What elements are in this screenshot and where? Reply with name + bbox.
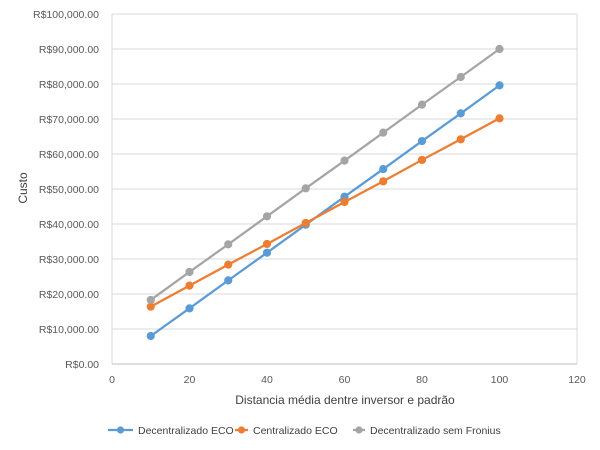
series-0-point-8 — [456, 109, 465, 118]
series-2-point-6 — [379, 128, 388, 137]
y-tick-label-6: R$60,000.00 — [39, 149, 99, 161]
x-tick-label-0: 0 — [109, 374, 115, 386]
series-2-point-0 — [146, 295, 155, 305]
series-2-point-1 — [185, 267, 194, 277]
legend-marker-1 — [237, 426, 246, 434]
y-tick-label-9: R$90,000.00 — [39, 44, 99, 56]
x-axis-title: Distancia média dentre inversor e padrão — [235, 393, 455, 407]
y-tick-label-4: R$40,000.00 — [39, 219, 99, 231]
series-2-point-4 — [301, 184, 310, 193]
x-tick-label-3: 60 — [339, 374, 351, 386]
series-0-point-2 — [224, 276, 233, 285]
y-tick-labels: R$0.00 R$10,000.00 R$20,000.00 R$30,000.00 R… — [33, 9, 99, 371]
x-tick-label-1: 20 — [184, 374, 196, 386]
series-2-point-5 — [340, 156, 349, 165]
y-axis-title: Custo — [16, 172, 30, 204]
y-tick-label-8: R$80,000.00 — [39, 79, 99, 91]
series-line-0 — [149, 84, 501, 338]
legend-label-2: Decentralizado sem Fronius — [370, 425, 501, 437]
series-1-point-4 — [301, 218, 310, 228]
series-1-point-0 — [146, 302, 155, 311]
series-line-1 — [149, 117, 501, 308]
legend: Decentralizado ECO Centralizado ECO Decent… — [108, 425, 501, 437]
series-1-point-7 — [417, 155, 427, 165]
gridlines — [112, 13, 577, 330]
series-1-point-8 — [456, 135, 465, 144]
legend-label-0: Decentralizado ECO — [138, 425, 234, 437]
axes — [111, 14, 578, 365]
series-0-point-0 — [146, 331, 155, 341]
y-tick-label-5: R$50,000.00 — [39, 184, 99, 196]
x-tick-label-5: 100 — [491, 374, 509, 386]
series-1-point-6 — [379, 177, 388, 186]
series-0-point-1 — [185, 304, 194, 313]
series-lines — [146, 44, 504, 341]
y-tick-label-0: R$0.00 — [65, 359, 99, 371]
series-1-point-3 — [262, 239, 272, 249]
series-1-point-9 — [495, 114, 504, 123]
series-0-point-9 — [495, 81, 504, 90]
x-tick-label-6: 120 — [568, 374, 586, 386]
y-tick-label-10: R$100,000.00 — [33, 9, 99, 21]
legend-label-1: Centralizado ECO — [253, 425, 338, 437]
series-2-point-7 — [417, 100, 427, 109]
series-1-point-5 — [340, 197, 349, 207]
legend-marker-0 — [116, 426, 125, 434]
y-tick-label-3: R$30,000.00 — [39, 254, 99, 266]
series-line-2 — [149, 47, 501, 302]
legend-marker-2 — [355, 426, 363, 434]
series-0-point-7 — [417, 136, 427, 146]
series-0-point-3 — [262, 248, 272, 257]
series-2-point-3 — [262, 212, 272, 221]
y-tick-label-7: R$70,000.00 — [39, 114, 99, 126]
x-tick-label-2: 40 — [261, 374, 273, 386]
series-2-point-2 — [224, 240, 233, 249]
y-tick-label-2: R$20,000.00 — [39, 289, 99, 301]
x-tick-labels: 0 20 40 60 80 100 120 — [109, 374, 586, 386]
series-0-point-6 — [379, 164, 388, 174]
series-2-point-8 — [456, 72, 465, 82]
series-1-point-2 — [224, 260, 233, 269]
x-tick-label-4: 80 — [416, 374, 428, 386]
series-1-point-1 — [185, 281, 194, 290]
y-tick-label-1: R$10,000.00 — [39, 324, 99, 336]
series-2-point-9 — [495, 44, 504, 54]
